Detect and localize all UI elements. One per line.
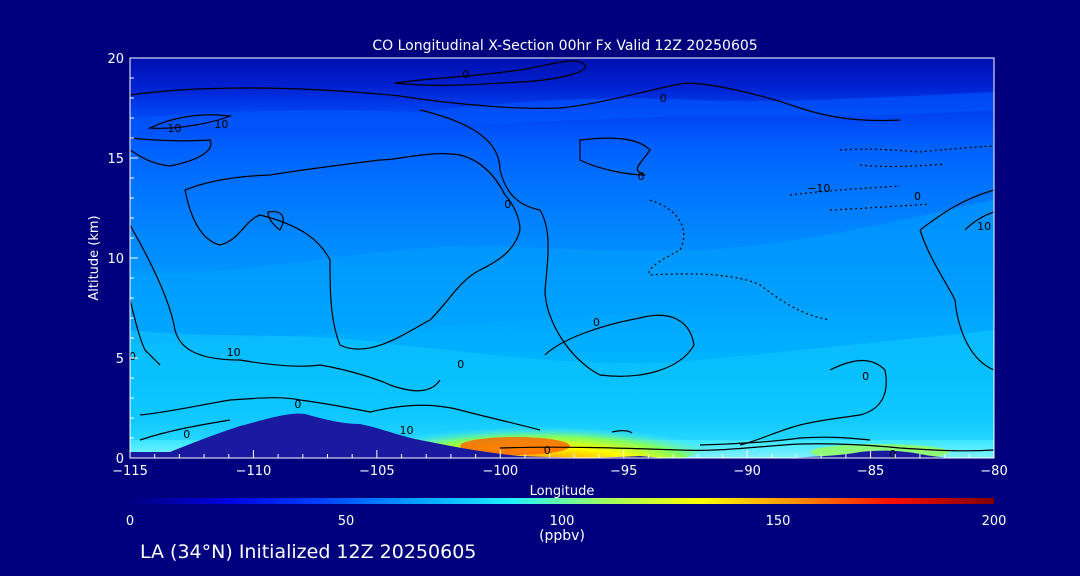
x-tick-label: −105 bbox=[359, 464, 395, 479]
lower-layer-patch bbox=[130, 330, 994, 440]
y-tick-label: 0 bbox=[116, 452, 124, 467]
contour-label: 10 bbox=[214, 118, 228, 131]
contour-line bbox=[648, 199, 831, 321]
x-tick-label: −80 bbox=[980, 464, 1007, 479]
contour-label: 10 bbox=[167, 122, 181, 135]
y-axis-label: Altitude (km) bbox=[87, 215, 102, 300]
y-tick-label: 10 bbox=[107, 252, 124, 267]
colorbar-tick-label: 0 bbox=[126, 514, 134, 529]
x-tick-label: −95 bbox=[610, 464, 637, 479]
x-tick-label: −115 bbox=[112, 464, 148, 479]
contour-line bbox=[130, 224, 441, 392]
footer-caption: LA (34°N) Initialized 12Z 20250605 bbox=[140, 541, 477, 563]
contour-line bbox=[394, 60, 586, 87]
contour-label: −10 bbox=[807, 182, 830, 195]
contour-line bbox=[919, 229, 994, 371]
x-tick-label: −90 bbox=[733, 464, 760, 479]
contour-labels: 0 0 10 10 0 0 −10 0 10 0 0 0 10 0 0 0 10 0 0 bbox=[129, 68, 991, 461]
chart-title: CO Longitudinal X-Section 00hr Fx Valid … bbox=[372, 38, 757, 54]
contour-label: 0 bbox=[544, 444, 551, 457]
contour-line bbox=[964, 211, 994, 231]
terrain bbox=[130, 413, 994, 458]
y-tick-label: 5 bbox=[116, 352, 124, 367]
contour-line bbox=[130, 137, 212, 167]
plot-area: 0 0 10 10 0 0 −10 0 10 0 0 0 10 0 0 0 10 0 0 bbox=[129, 58, 994, 461]
contour-label: 0 bbox=[914, 190, 921, 203]
contour-label: 0 bbox=[457, 358, 464, 371]
contour-label: 10 bbox=[977, 220, 991, 233]
contour-line bbox=[419, 109, 695, 377]
contour-line bbox=[139, 397, 541, 431]
contour-line bbox=[789, 185, 901, 196]
contour-line bbox=[739, 359, 887, 446]
x-axis-label: Longitude bbox=[530, 484, 595, 499]
colorbar bbox=[130, 498, 994, 504]
colorbar-tick-label: 100 bbox=[550, 514, 575, 529]
contour-line bbox=[839, 145, 994, 153]
x-tick-label: −100 bbox=[482, 464, 518, 479]
contour-lines bbox=[130, 60, 994, 456]
upper-layer-patch bbox=[130, 92, 994, 130]
contour-line bbox=[829, 203, 931, 211]
contour-label: 0 bbox=[593, 316, 600, 329]
contour-line bbox=[611, 430, 633, 434]
contour-line bbox=[130, 82, 901, 122]
contour-label: 0 bbox=[183, 428, 190, 441]
contour-line bbox=[147, 114, 233, 129]
contour-label: 0 bbox=[504, 198, 511, 211]
contour-label: 0 bbox=[889, 448, 896, 461]
contour-label: 10 bbox=[399, 424, 413, 437]
contour-label: 0 bbox=[660, 92, 667, 105]
contour-label: 0 bbox=[637, 170, 644, 183]
contour-line bbox=[267, 210, 284, 231]
y-tick-label: 20 bbox=[107, 52, 124, 67]
contour-line bbox=[130, 299, 161, 366]
surface-maximum bbox=[370, 406, 710, 458]
mid-layer-patch bbox=[130, 200, 994, 345]
negative-contour-lines bbox=[648, 145, 994, 321]
contour-line bbox=[919, 189, 994, 231]
y-tick-label: 15 bbox=[107, 152, 124, 167]
contour-label: 0 bbox=[462, 68, 469, 81]
colorbar-ticks: 0 50 100 150 200 bbox=[126, 514, 1007, 529]
colorbar-tick-label: 50 bbox=[338, 514, 355, 529]
contour-label: 0 bbox=[129, 350, 136, 363]
colorbar-tick-label: 200 bbox=[982, 514, 1007, 529]
colorbar-tick-label: 150 bbox=[766, 514, 791, 529]
surface-maximum-core bbox=[460, 437, 570, 455]
contour-label: 10 bbox=[227, 346, 241, 359]
contour-line bbox=[579, 137, 651, 176]
contour-line bbox=[499, 443, 994, 452]
x-axis: −115 −110 −105 −100 −95 −90 −85 −80 bbox=[112, 450, 1008, 479]
x-tick-label: −85 bbox=[857, 464, 884, 479]
contour-line bbox=[699, 436, 871, 446]
x-tick-label: −110 bbox=[236, 464, 272, 479]
colorbar-units: (ppbv) bbox=[539, 528, 585, 544]
contour-label: 0 bbox=[294, 398, 301, 411]
contour-label: 0 bbox=[862, 370, 869, 383]
contour-line bbox=[139, 419, 231, 441]
